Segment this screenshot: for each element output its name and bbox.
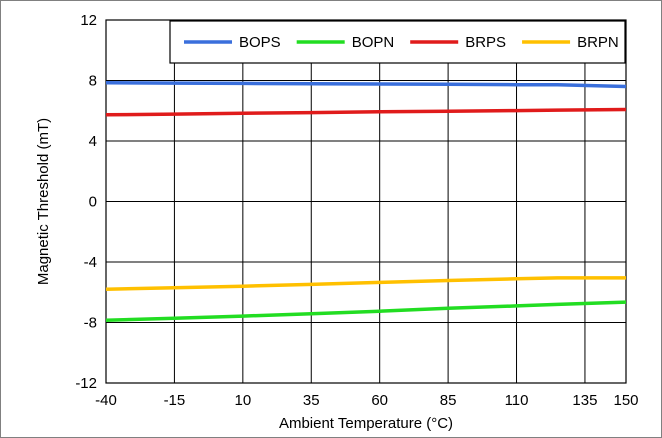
y-axis-ticks: -12 -8 -4 0 4 8 12 [75,12,97,392]
x-tick-label: 35 [303,392,320,409]
y-tick-label: -12 [75,375,97,392]
x-axis-label: Ambient Temperature (°C) [279,415,453,432]
legend-label-bops: BOPS [239,34,281,51]
legend-label-brps: BRPS [465,34,506,51]
y-tick-label: 0 [89,194,97,211]
legend-label-bopn: BOPN [352,34,395,51]
grid-lines [105,19,627,384]
y-tick-label: -8 [84,315,97,332]
plot-area [105,19,627,384]
series-line-brpn [105,276,626,291]
y-tick-label: -4 [84,254,97,271]
x-tick-label: 85 [440,392,457,409]
legend: BOPS BOPN BRPS BRPN [169,20,626,64]
x-tick-label: 60 [371,392,388,409]
y-axis-label: Magnetic Threshold (mT) [35,118,52,285]
x-tick-label: 135 [572,392,597,409]
y-tick-label: 4 [89,133,97,150]
series-line-bopn [105,300,627,322]
series-layer [105,81,627,322]
x-tick-label: 150 [613,392,638,409]
x-tick-label: 110 [505,392,529,409]
x-tick-label: -15 [164,392,186,409]
y-tick-label: 12 [80,12,97,29]
x-tick-label: -40 [95,392,117,409]
series-line-brps [105,107,627,117]
x-tick-label: 10 [234,392,251,409]
y-tick-label: 8 [89,73,97,90]
x-axis-ticks: -40 -15 10 35 60 85 110 135 150 [95,392,638,409]
legend-label-brpn: BRPN [577,34,619,51]
series-line-bops [105,81,627,89]
